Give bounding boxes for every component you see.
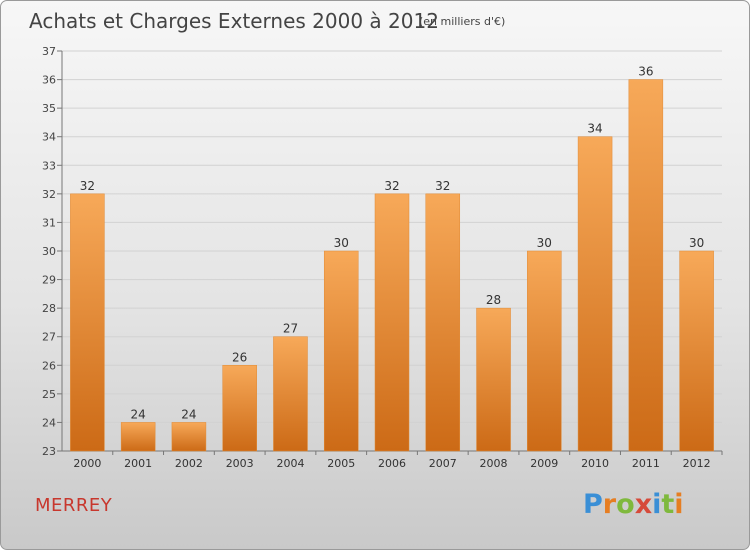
bar-2003 [222,365,257,452]
bar-2010 [577,136,613,452]
value-label-2005: 30 [334,236,349,250]
x-tick-label-2005: 2005 [327,457,355,470]
proxiti-logo[interactable]: Proxiti [583,489,684,520]
y-tick-label: 25 [42,388,56,401]
bar-2000 [70,193,105,452]
y-tick-label: 27 [42,331,56,344]
x-tick-label-2007: 2007 [429,457,457,470]
value-label-2009: 30 [537,236,552,250]
y-tick-label: 34 [42,131,56,144]
chart-unit: (en milliers d'€) [419,15,506,28]
bar-2007 [425,193,461,452]
y-tick-label: 37 [42,45,56,58]
value-label-2007: 32 [435,179,450,193]
bar-2011 [628,79,664,452]
value-label-2004: 27 [283,322,298,336]
y-tick-label: 28 [42,302,56,315]
y-tick-label: 30 [42,245,56,258]
bar-2006 [374,193,410,452]
y-tick-label: 36 [42,74,56,87]
value-label-2001: 24 [131,407,146,421]
value-label-2002: 24 [181,407,196,421]
labels: 23 24 25 26 27 28 29 30 31 32 33 34 35 36 37 32 2000 24 20… [42,45,711,470]
x-tick-label-2008: 2008 [480,457,508,470]
y-tick-label: 33 [42,159,56,172]
x-tick-label-2010: 2010 [581,457,609,470]
y-tick-label: 24 [42,416,56,429]
value-label-2008: 28 [486,293,501,307]
x-tick-label-2004: 2004 [276,457,304,470]
bar-2002 [171,422,207,452]
x-tick-label-2006: 2006 [378,457,406,470]
value-label-2010: 34 [587,122,602,136]
value-label-2006: 32 [384,179,399,193]
chart-title: Achats et Charges Externes 2000 à 2012 [29,9,439,33]
bar-2012 [679,250,714,452]
y-tick-label: 26 [42,359,56,372]
x-tick-label-2002: 2002 [175,457,203,470]
value-label-2011: 36 [638,65,653,79]
y-tick-label: 29 [42,274,56,287]
x-tick-label-2009: 2009 [530,457,558,470]
y-tick-label: 32 [42,188,56,201]
town-name: MERREY [35,495,113,516]
y-tick-label: 23 [42,445,56,458]
bar-2008 [476,307,511,452]
bar-2004 [273,336,308,452]
x-tick-label-2012: 2012 [683,457,711,470]
value-label-2003: 26 [232,350,247,364]
y-tick-label: 31 [42,216,56,229]
x-tick-label-2003: 2003 [226,457,254,470]
x-tick-label-2011: 2011 [632,457,660,470]
value-label-2000: 32 [80,179,95,193]
bar-2009 [527,250,562,452]
bar-2001 [120,422,156,452]
y-tick-label: 35 [42,102,56,115]
x-tick-label-2000: 2000 [73,457,101,470]
bar-2005 [323,250,359,452]
value-label-2012: 30 [689,236,704,250]
x-tick-label-2001: 2001 [124,457,152,470]
bars [70,79,714,452]
